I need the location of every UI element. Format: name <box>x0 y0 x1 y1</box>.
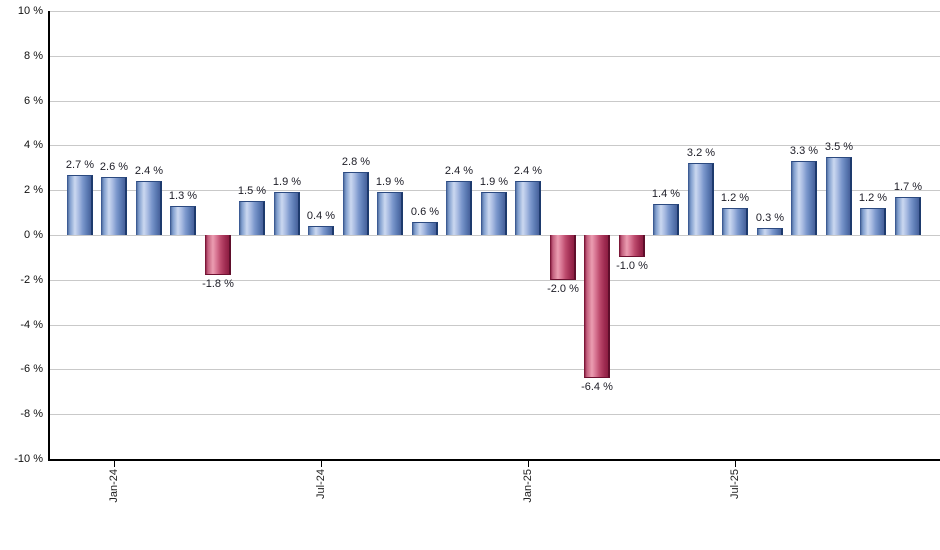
bar-nov-25[interactable] <box>860 208 886 235</box>
gridline--2-percent <box>48 280 940 281</box>
bar-feb-25[interactable] <box>550 235 576 280</box>
y-axis-tick-label: 6 % <box>24 95 43 107</box>
gridline-8-percent <box>48 56 940 57</box>
bar-value-label-jun-24: 1.9 % <box>272 176 302 188</box>
gridline-0-percent <box>48 235 940 236</box>
bar-value-label-sep-25: 3.3 % <box>789 145 819 157</box>
bar-may-24[interactable] <box>239 201 265 235</box>
y-axis-tick-label: -8 % <box>20 408 43 420</box>
gridline-6-percent <box>48 101 940 102</box>
bar-value-label-jul-25: 1.2 % <box>720 192 750 204</box>
bar-dec-24[interactable] <box>481 192 507 235</box>
gridline--6-percent <box>48 369 940 370</box>
bar-dec-23[interactable] <box>67 175 93 235</box>
x-axis-tick-jan-25 <box>528 461 529 467</box>
y-axis-tick-label: 10 % <box>17 5 43 17</box>
x-axis-tick-jan-24 <box>114 461 115 467</box>
bar-aug-24[interactable] <box>343 172 369 235</box>
bar-jan-25[interactable] <box>515 181 541 235</box>
gridline--4-percent <box>48 325 940 326</box>
y-axis-line <box>48 11 50 461</box>
x-axis-tick-jul-25 <box>735 461 736 467</box>
bar-jun-25[interactable] <box>688 163 714 235</box>
bar-value-label-dec-25: 1.7 % <box>893 181 923 193</box>
bar-value-label-aug-24: 2.8 % <box>341 156 371 168</box>
bar-value-label-may-25: 1.4 % <box>651 188 681 200</box>
bar-value-label-oct-24: 0.6 % <box>410 206 440 218</box>
x-axis-month-label-jan-24: Jan-24 <box>108 469 120 503</box>
bar-nov-24[interactable] <box>446 181 472 235</box>
bar-value-label-nov-24: 2.4 % <box>444 165 474 177</box>
y-axis-tick-label: 0 % <box>24 229 43 241</box>
bar-jan-24[interactable] <box>101 177 127 235</box>
bar-apr-25[interactable] <box>619 235 645 257</box>
gridline-4-percent <box>48 145 940 146</box>
bar-jun-24[interactable] <box>274 192 300 235</box>
gridline-10-percent <box>48 11 940 12</box>
bar-value-label-jun-25: 3.2 % <box>686 147 716 159</box>
bar-value-label-dec-24: 1.9 % <box>479 176 509 188</box>
bar-value-label-dec-23: 2.7 % <box>65 159 95 171</box>
y-axis-tick-label: 8 % <box>24 50 43 62</box>
bar-value-label-apr-24: -1.8 % <box>202 278 234 290</box>
gridline--8-percent <box>48 414 940 415</box>
bar-value-label-feb-24: 2.4 % <box>134 165 164 177</box>
bar-value-label-mar-24: 1.3 % <box>168 190 198 202</box>
y-axis-tick-label: 2 % <box>24 184 43 196</box>
x-axis-month-label-jul-24: Jul-24 <box>315 469 327 499</box>
bar-value-label-jul-24: 0.4 % <box>306 210 336 222</box>
bar-aug-25[interactable] <box>757 228 783 235</box>
bar-dec-25[interactable] <box>895 197 921 235</box>
bar-value-label-apr-25: -1.0 % <box>616 260 648 272</box>
y-axis-tick-label: -4 % <box>20 319 43 331</box>
y-axis-tick-label: 4 % <box>24 139 43 151</box>
bar-feb-24[interactable] <box>136 181 162 235</box>
bar-sep-25[interactable] <box>791 161 817 235</box>
bar-value-label-sep-24: 1.9 % <box>375 176 405 188</box>
bar-value-label-jan-25: 2.4 % <box>513 165 543 177</box>
bar-value-label-jan-24: 2.6 % <box>99 161 129 173</box>
bar-value-label-may-24: 1.5 % <box>237 185 267 197</box>
y-axis-tick-label: -6 % <box>20 363 43 375</box>
x-axis-tick-jul-24 <box>321 461 322 467</box>
x-axis-month-label-jul-25: Jul-25 <box>729 469 741 499</box>
x-axis-line <box>48 459 940 461</box>
bar-value-label-mar-25: -6.4 % <box>581 381 613 393</box>
bar-apr-24[interactable] <box>205 235 231 275</box>
bar-mar-24[interactable] <box>170 206 196 235</box>
bar-jul-24[interactable] <box>308 226 334 235</box>
bar-oct-24[interactable] <box>412 222 438 235</box>
bar-value-label-oct-25: 3.5 % <box>824 141 854 153</box>
gridline-2-percent <box>48 190 940 191</box>
bar-sep-24[interactable] <box>377 192 403 235</box>
bar-value-label-nov-25: 1.2 % <box>858 192 888 204</box>
x-axis-month-label-jan-25: Jan-25 <box>522 469 534 503</box>
bar-value-label-aug-25: 0.3 % <box>755 212 785 224</box>
bar-may-25[interactable] <box>653 204 679 235</box>
bar-jul-25[interactable] <box>722 208 748 235</box>
bar-mar-25[interactable] <box>584 235 610 378</box>
y-axis-tick-label: -2 % <box>20 274 43 286</box>
bar-oct-25[interactable] <box>826 157 852 235</box>
y-axis-tick-label: -10 % <box>14 453 43 465</box>
bar-value-label-feb-25: -2.0 % <box>547 283 579 295</box>
